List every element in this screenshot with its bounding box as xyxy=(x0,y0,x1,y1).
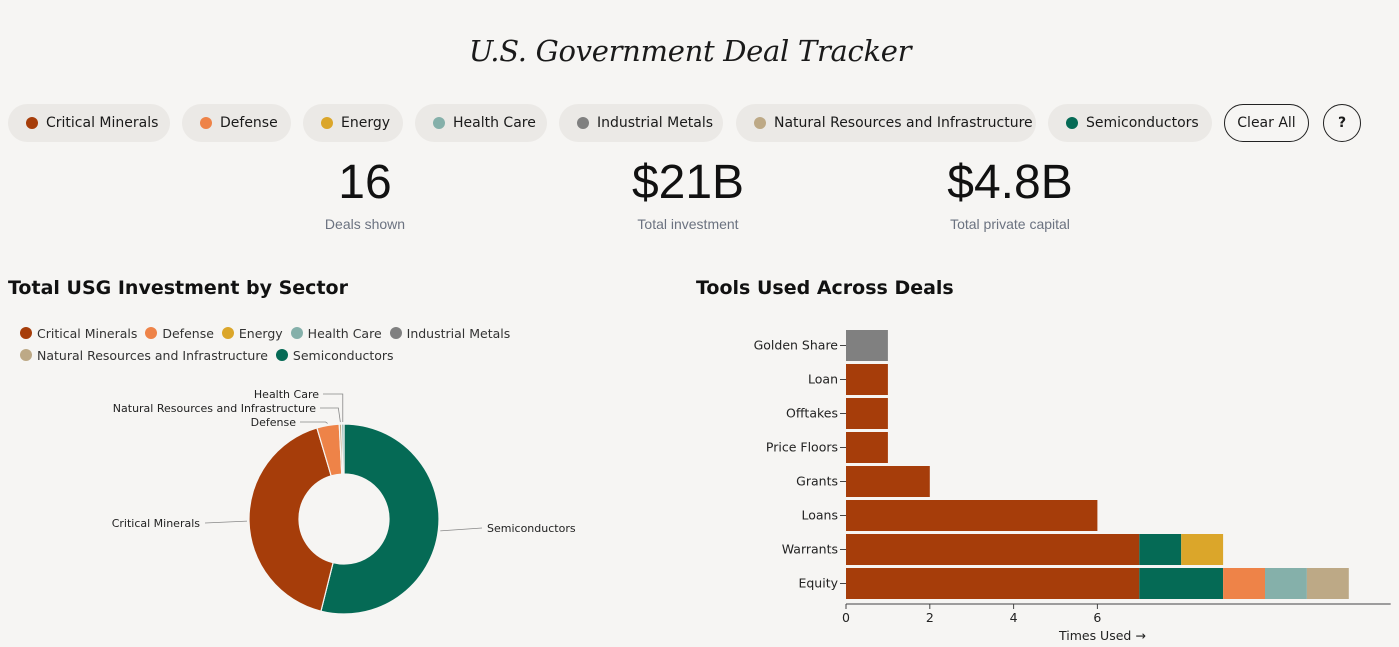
filter-industrial-metals[interactable]: Industrial Metals xyxy=(559,104,723,142)
legend-dot xyxy=(20,327,32,339)
filter-semiconductors[interactable]: Semiconductors xyxy=(1048,104,1212,142)
defense-dot xyxy=(200,117,212,129)
legend-dot xyxy=(290,327,303,339)
callout-line-defense xyxy=(300,421,328,424)
legend-label: Health Care xyxy=(307,325,382,341)
legend-dot xyxy=(20,349,32,361)
filter-label: Critical Minerals xyxy=(46,115,159,131)
bar-offtakes-critical-minerals xyxy=(846,398,888,429)
bar-equity-health-care xyxy=(1265,568,1307,599)
natural-resources-dot xyxy=(754,117,766,129)
filter-critical-minerals[interactable]: Critical Minerals xyxy=(8,104,170,142)
callout-label-semiconductors: Semiconductors xyxy=(487,522,576,535)
legend-label: Defense xyxy=(162,325,214,341)
filter-energy[interactable]: Energy xyxy=(303,104,403,142)
filter-natural-resources[interactable]: Natural Resources and Infrastructure xyxy=(736,104,1036,142)
clear-all-button[interactable]: Clear All xyxy=(1224,104,1309,142)
legend-label: Industrial Metals xyxy=(406,325,511,341)
callout-label-defense: Defense xyxy=(251,416,297,429)
bar-equity-natural-resources-and-infrastructure xyxy=(1306,568,1349,599)
filter-label: Defense xyxy=(220,115,278,131)
bar-warrants-energy xyxy=(1181,534,1224,565)
callout-label-health-care: Health Care xyxy=(254,388,319,401)
page-title: U.S. Government Deal Tracker xyxy=(468,34,912,68)
health-care-dot xyxy=(433,117,445,129)
stat-label: Total investment xyxy=(637,216,739,232)
donut-slice-health-care xyxy=(340,423,345,475)
bar-grants-critical-minerals xyxy=(846,466,930,497)
semiconductors-dot xyxy=(1066,117,1078,129)
bar-warrants-critical-minerals xyxy=(846,534,1140,565)
stat-private-capital: $4.8B Total private capital xyxy=(890,156,1130,232)
bar-golden-share-industrial-metals xyxy=(846,330,888,361)
y-label-loan: Loan xyxy=(808,372,838,387)
callout-line-semiconductors xyxy=(440,527,483,532)
legend-dot xyxy=(275,349,288,361)
bar-equity-semiconductors xyxy=(1139,568,1224,599)
filter-label: Semiconductors xyxy=(1086,115,1199,131)
sector-legend: Critical Minerals Defense Energy Health … xyxy=(20,322,660,366)
donut-slice-semiconductors xyxy=(320,423,440,615)
tools-chart-title: Tools Used Across Deals xyxy=(696,277,954,299)
legend-dot xyxy=(145,327,158,339)
y-label-price-floors: Price Floors xyxy=(766,440,838,455)
y-label-warrants: Warrants xyxy=(782,542,838,557)
stat-total-investment: $21B Total investment xyxy=(568,156,808,232)
bar-loans-critical-minerals xyxy=(846,500,1098,531)
callout-label-natural-resources-and-infrastructure: Natural Resources and Infrastructure xyxy=(113,402,316,415)
bar-loan-critical-minerals xyxy=(846,364,888,395)
filter-health-care[interactable]: Health Care xyxy=(415,104,547,142)
filter-defense[interactable]: Defense xyxy=(182,104,291,142)
sector-chart-title: Total USG Investment by Sector xyxy=(8,277,348,299)
stat-value: $21B xyxy=(631,156,745,209)
filter-label: Health Care xyxy=(453,115,536,131)
energy-dot xyxy=(321,117,333,129)
donut-slice-critical-minerals xyxy=(248,427,334,612)
x-tick-label: 4 xyxy=(1010,610,1018,625)
industrial-metals-dot xyxy=(577,117,589,129)
legend-item-critical-minerals: Critical Minerals xyxy=(20,326,137,341)
legend-dot xyxy=(389,327,402,339)
bar-price-floors-critical-minerals xyxy=(846,432,888,463)
legend-label: Critical Minerals xyxy=(37,325,138,341)
x-tick-label: 0 xyxy=(842,610,850,625)
legend-label: Energy xyxy=(238,325,283,341)
x-tick-label: 6 xyxy=(1093,610,1101,625)
legend-dot xyxy=(221,327,234,339)
help-button[interactable]: ? xyxy=(1323,104,1361,142)
callout-line-health-care xyxy=(323,393,344,423)
callout-line-critical-minerals xyxy=(204,520,248,524)
legend-item-industrial-metals: Industrial Metals xyxy=(389,325,511,341)
filter-label: Energy xyxy=(341,115,391,131)
y-label-offtakes: Offtakes xyxy=(786,406,838,421)
bar-equity-critical-minerals xyxy=(846,568,1140,599)
tools-bar-chart: Golden Share Loan Offtakes Price Floors Gran… xyxy=(754,330,1391,643)
stat-value: 16 xyxy=(338,156,392,209)
bar-warrants-semiconductors xyxy=(1139,534,1182,565)
y-label-grants: Grants xyxy=(796,474,838,489)
x-tick-label: 2 xyxy=(926,610,934,625)
filter-label: Natural Resources and Infrastructure xyxy=(774,115,1033,131)
stat-label: Deals shown xyxy=(324,216,406,232)
legend-item-natural-resources: Natural Resources and Infrastructure xyxy=(20,348,268,363)
callout-line-natural-resources-and-infrastructure xyxy=(320,407,341,423)
legend-label: Natural Resources and Infrastructure xyxy=(37,347,268,363)
stat-label: Total private capital xyxy=(950,216,1070,232)
y-label-equity: Equity xyxy=(798,576,838,591)
filter-label: Industrial Metals xyxy=(597,115,714,131)
y-label-loans: Loans xyxy=(802,508,839,523)
callout-label-critical-minerals: Critical Minerals xyxy=(112,517,201,530)
legend-item-health-care: Health Care xyxy=(290,325,382,341)
legend-item-energy: Energy xyxy=(221,325,283,341)
y-label-golden-share: Golden Share xyxy=(754,338,839,353)
stat-deals-shown: 16 Deals shown xyxy=(245,156,485,232)
stat-value: $4.8B xyxy=(947,156,1073,209)
critical-minerals-dot xyxy=(26,117,38,129)
legend-label: Semiconductors xyxy=(292,347,394,363)
legend-item-defense: Defense xyxy=(145,326,214,341)
legend-item-semiconductors: Semiconductors xyxy=(275,347,394,363)
x-axis-label: Times Used → xyxy=(1058,628,1146,643)
bar-equity-defense xyxy=(1223,568,1265,599)
